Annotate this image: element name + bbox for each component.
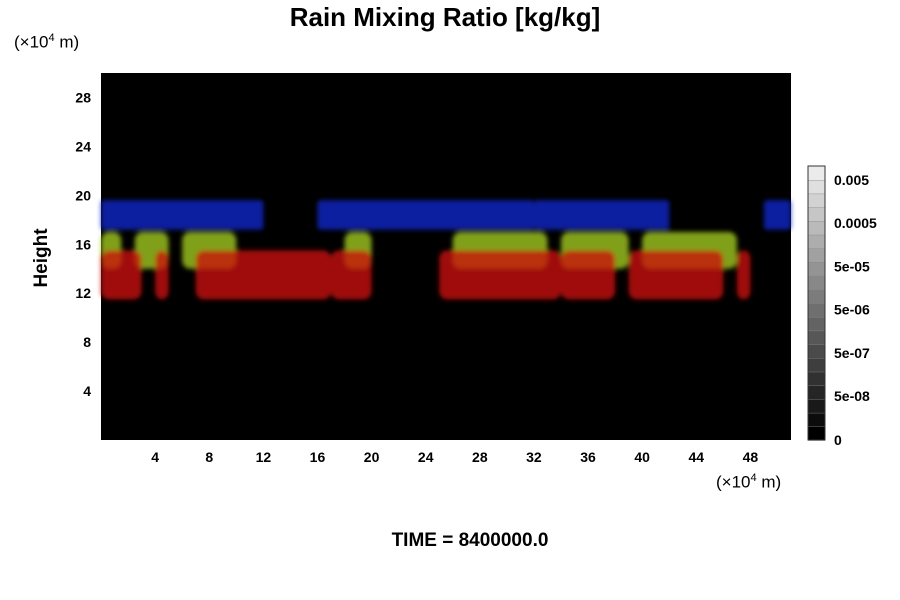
colorbar-swatch: [807, 343, 826, 359]
y-tick-label: 20: [75, 187, 91, 203]
colorbar-frame: [807, 165, 826, 441]
colorbar-swatch: [807, 247, 826, 263]
field-region: [533, 200, 670, 230]
field-region: [101, 250, 142, 300]
colorbar-swatch: [807, 398, 826, 414]
x-tick-label: 8: [205, 449, 213, 465]
x-tick-labels: 4 8 12 16 20 24 28 32 36 40 44 48: [151, 449, 758, 465]
colorbar-swatch: [807, 357, 826, 373]
colorbar-swatch: [807, 330, 826, 345]
y-tick-label: 16: [75, 236, 91, 252]
colorbar: [807, 165, 826, 441]
x-tick-label: 44: [689, 449, 705, 465]
x-tick-label: 24: [418, 449, 434, 465]
chart-title: Rain Mixing Ratio [kg/kg]: [289, 2, 601, 32]
y-tick-label: 28: [75, 89, 91, 105]
colorbar-label: 5e-07: [834, 345, 870, 361]
x-tick-label: 16: [310, 449, 326, 465]
field-region: [763, 200, 791, 230]
colorbar-label: 5e-08: [834, 388, 870, 404]
field-layers: [101, 200, 791, 300]
colorbar-swatch: [807, 261, 826, 277]
y-tick-label: 24: [75, 138, 91, 154]
colorbar-swatch: [807, 316, 826, 332]
colorbar-label: 5e-05: [834, 258, 870, 274]
field-region: [628, 250, 724, 300]
x-tick-label: 48: [743, 449, 759, 465]
time-label: TIME = 8400000.0: [391, 530, 549, 551]
x-axis-unit: (×104 m): [716, 472, 782, 492]
colorbar-swatch: [807, 179, 826, 195]
colorbar-swatch: [807, 206, 826, 222]
y-axis-unit: (×104 m): [14, 32, 80, 52]
field-region: [155, 250, 169, 300]
y-tick-labels: 4 8 12 16 20 24 28: [75, 89, 91, 399]
colorbar-label: 0.005: [834, 172, 869, 188]
colorbar-labels: 0.005 0.0005 5e-05 5e-06 5e-07 5e-08 0: [834, 172, 877, 448]
colorbar-label: 5e-06: [834, 302, 870, 318]
field-region: [195, 250, 331, 300]
x-tick-label: 40: [634, 449, 650, 465]
colorbar-swatch: [807, 412, 826, 428]
x-tick-label: 28: [472, 449, 488, 465]
colorbar-swatch: [807, 371, 826, 386]
colorbar-swatch: [807, 275, 826, 291]
y-tick-label: 4: [83, 383, 91, 399]
y-tick-label: 12: [75, 285, 91, 301]
field-region: [439, 250, 561, 300]
colorbar-swatch: [807, 193, 826, 208]
colorbar-swatch: [807, 302, 826, 318]
x-tick-label: 20: [364, 449, 380, 465]
colorbar-label: 0: [834, 432, 842, 448]
x-tick-label: 4: [151, 449, 159, 465]
field-region: [331, 250, 372, 300]
colorbar-swatch: [807, 385, 826, 400]
x-tick-label: 12: [256, 449, 272, 465]
y-tick-label: 8: [83, 334, 91, 350]
field-region: [561, 250, 616, 300]
colorbar-swatch: [807, 165, 826, 181]
x-tick-label: 32: [526, 449, 542, 465]
field-region: [101, 200, 264, 230]
colorbar-swatch: [807, 234, 826, 249]
colorbar-swatch: [807, 220, 826, 236]
x-tick-label: 36: [580, 449, 596, 465]
field-region: [317, 200, 534, 230]
colorbar-swatch: [807, 426, 826, 441]
colorbar-swatch: [807, 289, 826, 304]
colorbar-label: 0.0005: [834, 215, 877, 231]
field-region: [736, 250, 751, 300]
